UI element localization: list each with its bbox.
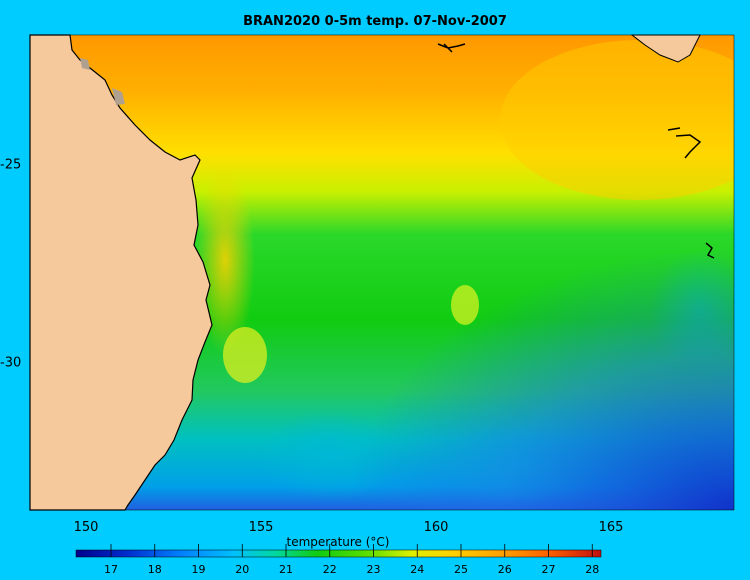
colorbar-tick-label: 22: [322, 563, 337, 576]
x-tick-label: 165: [598, 520, 624, 535]
reef-outline: [667, 127, 702, 159]
colorbar-tick-label: 20: [235, 563, 250, 576]
coastal-terrain: [80, 58, 90, 70]
x-tick-label: 160: [423, 520, 449, 535]
colorbar-tick-label: 21: [279, 563, 293, 576]
colorbar-tick-label: 24: [410, 563, 425, 576]
colorbar-tick-label: 27: [541, 563, 556, 576]
reef-outline: [705, 242, 715, 259]
plot-frame: [29, 34, 735, 511]
australia-landmass: [29, 34, 213, 511]
colorbar-label: temperature (°C): [286, 535, 390, 549]
colorbar-tick-label: 25: [454, 563, 468, 576]
colorbar-tick-label: 18: [147, 563, 162, 576]
map-title: BRAN2020 0-5m temp. 07-Nov-2007: [243, 14, 507, 29]
y-tick-label: -30: [0, 355, 22, 371]
reef-outline: [437, 43, 466, 53]
colorbar-tick-label: 28: [585, 563, 600, 576]
colorbar-tick-label: 26: [497, 563, 512, 576]
x-tick-label: 155: [248, 520, 274, 535]
colorbar-tick-label: 17: [104, 563, 118, 576]
coastal-terrain: [112, 88, 125, 105]
x-tick-label: 150: [73, 520, 99, 535]
y-tick-label: -25: [0, 157, 22, 173]
colorbar-tick-label: 19: [191, 563, 206, 576]
colorbar-tick-label: 23: [366, 563, 381, 576]
